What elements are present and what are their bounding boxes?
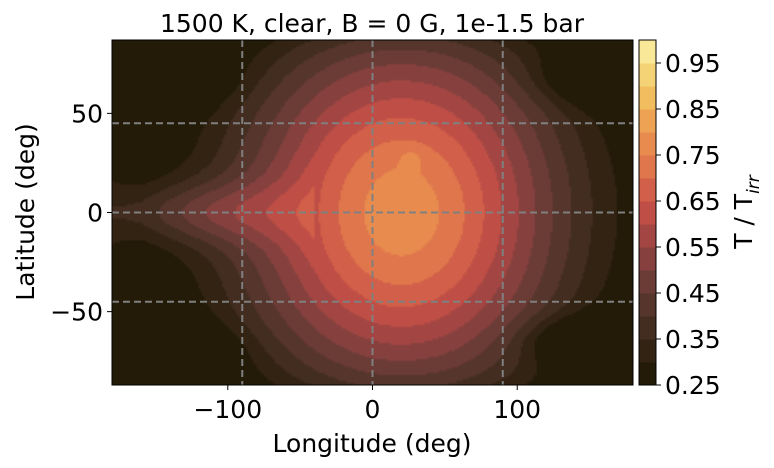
y-tick-label: 0 [87, 199, 103, 228]
x-tick-label: −100 [193, 395, 262, 424]
y-axis: −50 0 50 [50, 99, 112, 327]
colorbar-band [639, 63, 656, 87]
colorbar-ticks: 0.25 0.35 0.45 0.55 0.65 0.75 0.85 0.95 [656, 49, 721, 400]
colorbar-band [639, 155, 656, 179]
colorbar-band [639, 132, 656, 156]
colorbar-tick-label: 0.55 [665, 233, 721, 262]
colorbar-label: T / Tirr [729, 174, 764, 250]
colorbar-band [639, 178, 656, 202]
x-axis: −100 0 100 [193, 385, 541, 424]
colorbar-frame [638, 39, 657, 386]
colorbar-tick-label: 0.35 [665, 325, 721, 354]
chart-title: 1500 K, clear, B = 0 G, 1e-1.5 bar [160, 9, 585, 38]
y-axis-label: Latitude (deg) [11, 123, 40, 300]
colorbar-band [639, 316, 656, 340]
colorbar-band [639, 270, 656, 294]
colorbar-band [639, 86, 656, 110]
grid-lines [112, 40, 633, 385]
colorbar-band [639, 293, 656, 317]
colorbar-band [639, 109, 656, 133]
y-tick-label: −50 [50, 298, 103, 327]
x-tick-label: 100 [493, 395, 541, 424]
colorbar-band [639, 247, 656, 271]
colorbar-tick-label: 0.95 [665, 49, 721, 78]
colorbar-band [639, 339, 656, 363]
x-tick-label: 0 [365, 395, 381, 424]
colorbar-tick-label: 0.25 [665, 371, 721, 400]
colorbar-band [639, 201, 656, 225]
y-tick-label: 50 [71, 99, 103, 128]
colorbar-band [639, 40, 656, 64]
colorbar-band [639, 362, 656, 386]
plot-area [111, 39, 634, 386]
colorbar-label-subscript: irr [744, 174, 764, 194]
colorbar-bands [639, 40, 656, 386]
x-axis-label: Longitude (deg) [273, 429, 472, 458]
colorbar-tick-label: 0.75 [665, 141, 721, 170]
colorbar-tick-label: 0.65 [665, 187, 721, 216]
colorbar-label-main: T / T [729, 193, 758, 250]
colorbar-tick-label: 0.45 [665, 279, 721, 308]
colorbar-band [639, 224, 656, 248]
colorbar-tick-label: 0.85 [665, 95, 721, 124]
colorbar: 0.25 0.35 0.45 0.55 0.65 0.75 0.85 0.95 T / Tir… [638, 39, 764, 400]
